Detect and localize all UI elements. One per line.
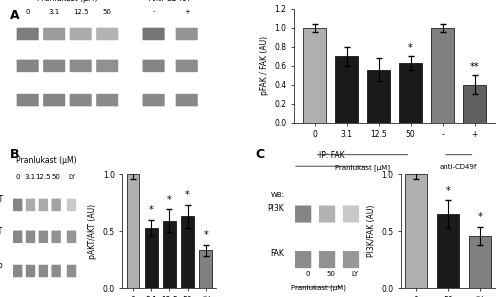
Bar (145, 228, 158, 288)
Text: A: A (10, 9, 20, 22)
FancyBboxPatch shape (67, 199, 76, 211)
Bar (304, 28, 326, 123)
Text: Anti-CD49f: Anti-CD49f (149, 0, 191, 3)
Bar (336, 56, 358, 123)
FancyBboxPatch shape (26, 265, 35, 277)
Bar (468, 236, 490, 288)
FancyBboxPatch shape (38, 265, 48, 277)
Text: α-tub: α-tub (0, 261, 3, 270)
FancyBboxPatch shape (52, 230, 61, 243)
Y-axis label: PI3K/FAK (AU): PI3K/FAK (AU) (366, 205, 376, 257)
Text: Pranlukast (μM): Pranlukast (μM) (37, 0, 98, 3)
Bar (368, 70, 390, 123)
Bar (126, 174, 140, 288)
Text: 0: 0 (16, 174, 20, 180)
FancyBboxPatch shape (96, 28, 118, 40)
Text: 0: 0 (26, 9, 30, 15)
Bar (181, 216, 194, 288)
FancyBboxPatch shape (16, 94, 38, 106)
Bar (163, 221, 175, 288)
FancyBboxPatch shape (16, 60, 38, 72)
Text: 50: 50 (327, 271, 336, 277)
Text: 12.5: 12.5 (36, 174, 51, 180)
FancyBboxPatch shape (13, 199, 22, 211)
FancyBboxPatch shape (67, 265, 76, 277)
FancyBboxPatch shape (176, 28, 198, 40)
Text: pAKT: pAKT (0, 195, 3, 204)
Y-axis label: pFAK / FAK (AU): pFAK / FAK (AU) (260, 36, 269, 95)
FancyBboxPatch shape (13, 265, 22, 277)
Text: 50: 50 (103, 9, 112, 15)
Text: FAK: FAK (270, 249, 284, 258)
Bar (432, 28, 454, 123)
FancyBboxPatch shape (319, 251, 335, 268)
Text: *: * (446, 186, 450, 196)
Text: 3.1: 3.1 (25, 174, 36, 180)
FancyBboxPatch shape (43, 94, 65, 106)
FancyBboxPatch shape (52, 265, 61, 277)
Bar (464, 85, 486, 123)
FancyBboxPatch shape (295, 251, 312, 268)
Text: **: ** (470, 61, 480, 72)
FancyBboxPatch shape (26, 199, 35, 211)
Text: 50: 50 (52, 174, 60, 180)
Text: 0: 0 (305, 271, 310, 277)
FancyBboxPatch shape (70, 28, 92, 40)
Text: anti-CD49f: anti-CD49f (440, 164, 478, 170)
FancyBboxPatch shape (96, 94, 118, 106)
FancyBboxPatch shape (295, 206, 312, 222)
Text: 3.1: 3.1 (48, 9, 60, 15)
Y-axis label: pAKT/AKT (AU): pAKT/AKT (AU) (88, 203, 97, 259)
Text: B: B (10, 148, 20, 162)
Text: WB:: WB: (270, 192, 284, 198)
Text: *: * (149, 205, 154, 215)
FancyBboxPatch shape (142, 28, 165, 40)
FancyBboxPatch shape (52, 199, 61, 211)
Text: LY: LY (352, 271, 359, 277)
Text: *: * (185, 190, 190, 200)
Text: LY: LY (68, 174, 75, 180)
Bar (400, 63, 422, 123)
Text: 12.5: 12.5 (73, 9, 88, 15)
FancyBboxPatch shape (142, 94, 165, 106)
FancyBboxPatch shape (319, 206, 335, 222)
Text: -: - (152, 9, 155, 15)
Text: Pranlukast [μM]: Pranlukast [μM] (335, 164, 390, 171)
FancyBboxPatch shape (67, 230, 76, 243)
Text: *: * (478, 212, 482, 222)
FancyBboxPatch shape (43, 28, 65, 40)
Bar (200, 250, 212, 288)
FancyBboxPatch shape (176, 60, 198, 72)
FancyBboxPatch shape (13, 230, 22, 243)
FancyBboxPatch shape (43, 60, 65, 72)
Text: IP: FAK: IP: FAK (318, 151, 344, 160)
Bar (437, 214, 459, 288)
FancyBboxPatch shape (38, 199, 48, 211)
FancyBboxPatch shape (26, 230, 35, 243)
Text: AKT: AKT (0, 227, 3, 236)
Text: Pranlukast (μM): Pranlukast (μM) (291, 285, 346, 291)
Text: +: + (184, 9, 190, 15)
FancyBboxPatch shape (38, 230, 48, 243)
FancyBboxPatch shape (142, 60, 165, 72)
FancyBboxPatch shape (343, 251, 359, 268)
Text: *: * (408, 42, 413, 53)
Text: Pranlukast (μM): Pranlukast (μM) (16, 156, 77, 165)
Text: C: C (255, 148, 264, 162)
FancyBboxPatch shape (176, 94, 198, 106)
FancyBboxPatch shape (343, 206, 359, 222)
Bar (406, 174, 427, 288)
FancyBboxPatch shape (70, 94, 92, 106)
FancyBboxPatch shape (96, 60, 118, 72)
FancyBboxPatch shape (16, 28, 38, 40)
FancyBboxPatch shape (70, 60, 92, 72)
Text: PI3K: PI3K (268, 204, 284, 213)
Text: *: * (204, 230, 208, 240)
Text: *: * (167, 195, 172, 205)
